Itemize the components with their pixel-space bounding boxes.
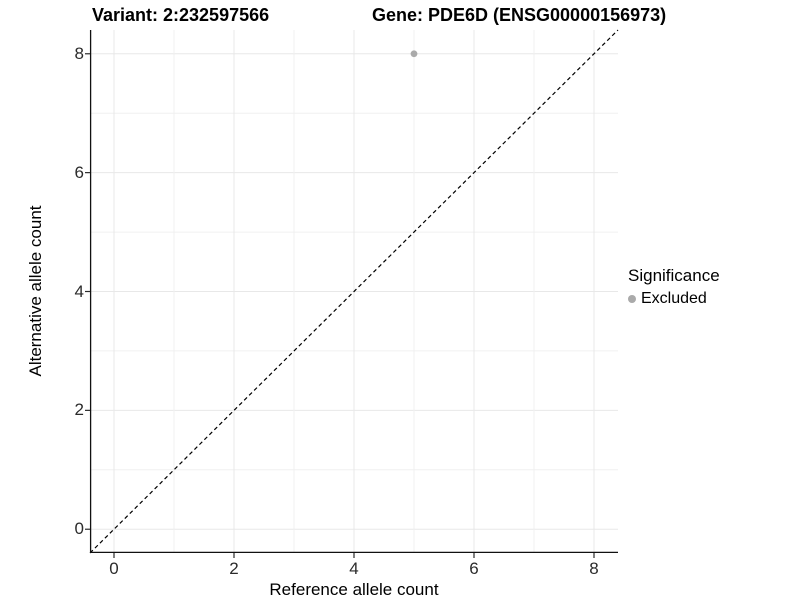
plot-panel xyxy=(85,29,619,558)
y-tick-label: 4 xyxy=(74,281,84,301)
plot-canvas xyxy=(85,29,619,558)
x-axis-tick-labels: 0 2 4 6 8 xyxy=(90,559,618,581)
legend-item-label: Excluded xyxy=(641,290,707,307)
variant-title: Variant: 2:232597566 xyxy=(92,5,270,25)
legend-title: Significance xyxy=(628,266,720,285)
legend-item-excluded: Excluded xyxy=(628,290,720,308)
gene-title: Gene: PDE6D (ENSG00000156973) xyxy=(372,5,667,25)
x-axis-title: Reference allele count xyxy=(269,580,439,599)
y-tick-label: 0 xyxy=(74,519,84,539)
y-tick-label: 2 xyxy=(74,400,84,420)
legend-point-icon xyxy=(628,295,636,303)
y-tick-label: 6 xyxy=(74,162,84,182)
x-tick-label: 6 xyxy=(469,559,479,578)
y-axis-tick-labels: 0 2 4 6 8 xyxy=(46,30,84,553)
y-tick-label: 8 xyxy=(74,43,84,63)
x-tick-label: 8 xyxy=(589,559,599,578)
x-tick-label: 0 xyxy=(109,559,119,578)
legend: Significance Excluded xyxy=(628,266,720,308)
x-tick-label: 2 xyxy=(229,559,239,578)
y-axis-title: Alternative allele count xyxy=(26,205,45,377)
x-tick-label: 4 xyxy=(349,559,359,578)
